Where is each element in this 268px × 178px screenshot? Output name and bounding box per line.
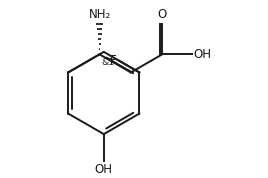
Text: OH: OH — [193, 48, 211, 61]
Text: NH₂: NH₂ — [88, 8, 111, 21]
Text: F: F — [110, 54, 117, 67]
Text: O: O — [158, 9, 167, 22]
Text: OH: OH — [95, 163, 113, 176]
Text: &1: &1 — [101, 58, 114, 67]
